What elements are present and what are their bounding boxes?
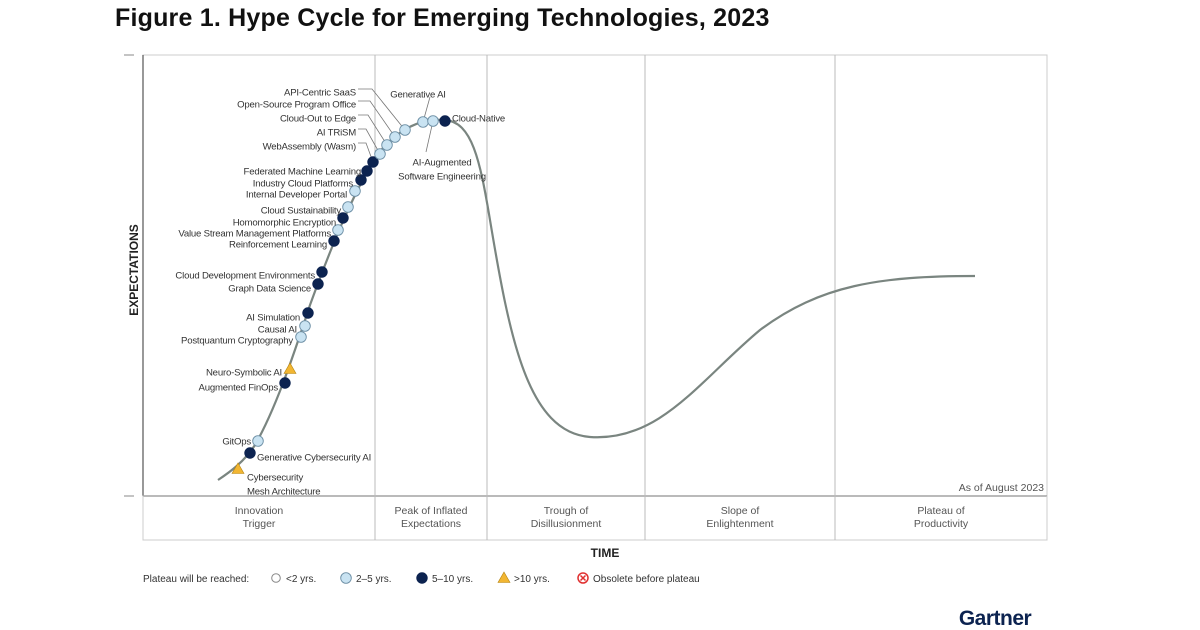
phase-label: Enlightenment: [706, 518, 773, 530]
technology-marker: [283, 362, 297, 374]
technology-marker: [332, 224, 344, 236]
technology-label: Augmented FinOps: [199, 383, 279, 394]
technology-marker: [399, 124, 411, 136]
technology-marker: [361, 165, 373, 177]
technology-marker: [302, 307, 314, 319]
figure-title: Figure 1. Hype Cycle for Emerging Techno…: [115, 4, 770, 32]
technology-marker: [367, 156, 379, 168]
legend-2to5-icon: [340, 572, 352, 584]
technology-marker: [252, 435, 264, 447]
phase-label: Peak of Inflated: [395, 505, 468, 517]
technology-label: Cloud Sustainability: [261, 206, 342, 217]
technology-label: Neuro-Symbolic AI: [206, 368, 282, 379]
technology-label: AI Simulation: [246, 313, 300, 324]
leader-line: [358, 128, 381, 155]
phase-label: Trigger: [243, 518, 276, 530]
technology-marker: [279, 377, 291, 389]
technology-marker: [312, 278, 324, 290]
leader-line: [358, 142, 374, 163]
phase-label: Productivity: [914, 518, 969, 530]
technology-marker: [337, 212, 349, 224]
technology-label: Causal AI: [258, 325, 297, 336]
as-of-note: As of August 2023: [959, 482, 1044, 494]
obsolete-x-icon: [579, 574, 587, 582]
technology-label: API-Centric SaaS: [284, 88, 356, 99]
technology-label: Software Engineering: [398, 172, 486, 183]
x-axis-label: TIME: [591, 546, 620, 560]
technology-label: Cloud-Native: [452, 114, 505, 125]
technology-marker: [355, 174, 367, 186]
phase-label: Slope of: [721, 505, 760, 517]
leader-line: [358, 100, 396, 138]
phase-label: Trough of: [544, 505, 589, 517]
technology-marker: [374, 148, 386, 160]
technology-label: Generative Cybersecurity AI: [257, 453, 371, 464]
gartner-logo: Gartner: [959, 607, 1032, 630]
technology-marker: [328, 235, 340, 247]
legend-5to10-icon: [416, 572, 428, 584]
legend-label: >10 yrs.: [514, 574, 550, 585]
technology-marker: [342, 201, 354, 213]
technology-label: Mesh Architecture: [247, 487, 320, 498]
phase-label: Expectations: [401, 518, 461, 530]
legend-label: Obsolete before plateau: [593, 574, 700, 585]
legend-label: 2–5 yrs.: [356, 574, 392, 585]
legend-label: <2 yrs.: [286, 574, 316, 585]
technology-label: Reinforcement Learning: [229, 240, 327, 251]
phase-label: Plateau of: [917, 505, 964, 517]
technology-label: AI TRiSM: [317, 128, 356, 139]
technology-marker: [381, 139, 393, 151]
technology-marker: [316, 266, 328, 278]
technology-marker: [244, 447, 256, 459]
technology-label: Cloud-Out to Edge: [280, 114, 356, 125]
technology-label: AI-Augmented: [413, 158, 472, 169]
legend-title: Plateau will be reached:: [143, 574, 249, 585]
technology-label: Federated Machine Learning: [244, 167, 361, 178]
phase-label: Innovation: [235, 505, 284, 517]
leader-line: [358, 88, 406, 131]
legend-label: 5–10 yrs.: [432, 574, 473, 585]
technology-marker: [417, 116, 429, 128]
y-axis-label: EXPECTATIONS: [127, 224, 141, 316]
technology-label: GitOps: [222, 437, 251, 448]
technology-label: Value Stream Management Platforms: [178, 229, 331, 240]
phase-label: Disillusionment: [531, 518, 602, 530]
technology-marker: [439, 115, 451, 127]
legend-gt10-icon: [497, 571, 511, 583]
technology-marker: [389, 131, 401, 143]
technology-label: Homomorphic Encryption: [233, 218, 336, 229]
technology-label: Generative AI: [390, 90, 446, 101]
hype-curve: [217, 118, 976, 481]
technology-label: WebAssembly (Wasm): [263, 142, 356, 153]
technology-label: Cybersecurity: [247, 473, 303, 484]
technology-label: Internal Developer Portal: [246, 190, 347, 201]
technology-label: Cloud Development Environments: [175, 271, 315, 282]
technology-label: Industry Cloud Platforms: [253, 179, 354, 190]
technology-marker: [299, 320, 311, 332]
technology-label: Postquantum Cryptography: [181, 336, 293, 347]
technology-marker: [295, 331, 307, 343]
technology-label: Open-Source Program Office: [237, 100, 356, 111]
technology-marker: [349, 185, 361, 197]
leader-line: [358, 114, 388, 146]
technology-marker: [231, 462, 245, 474]
technology-label: Graph Data Science: [228, 284, 311, 295]
phase-band: [142, 495, 1048, 541]
technology-marker: [427, 115, 439, 127]
legend-lt2-icon: [271, 573, 281, 583]
